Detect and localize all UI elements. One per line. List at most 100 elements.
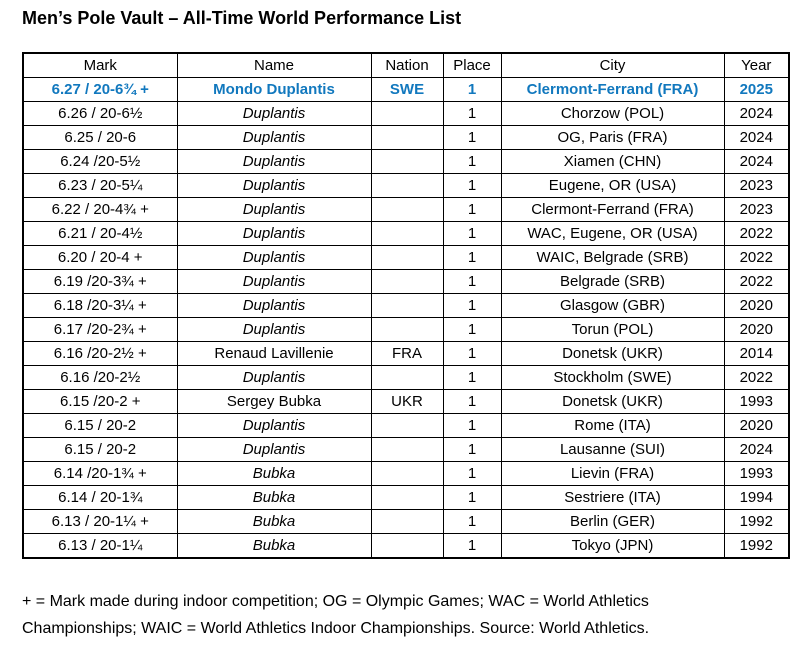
cell-mark: 6.24 /20-5½ (22, 149, 178, 174)
cell-year: 1992 (723, 509, 790, 534)
cell-year: 2024 (723, 437, 790, 462)
cell-year: 2024 (723, 149, 790, 174)
table-row: 6.13 / 20-1¼ Bubka 1 Tokyo (JPN) 1992 (22, 533, 790, 559)
cell-mark: 6.15 /20-2 + (22, 389, 178, 414)
cell-year: 2023 (723, 173, 790, 198)
cell-name: Duplantis (176, 437, 372, 462)
cell-nation (370, 149, 444, 174)
table-row: 6.15 /20-2 + Sergey Bubka UKR 1 Donetsk (UKR… (22, 389, 790, 414)
cell-name: Duplantis (176, 173, 372, 198)
cell-place: 1 (442, 341, 502, 366)
cell-nation (370, 101, 444, 126)
cell-city: Donetsk (UKR) (500, 389, 725, 414)
cell-place: 1 (442, 317, 502, 342)
cell-place: 1 (442, 365, 502, 390)
cell-city: Torun (POL) (500, 317, 725, 342)
table-body: 6.27 / 20-6¾ + Mondo Duplantis SWE 1 Clermon… (22, 77, 790, 559)
cell-place: 1 (442, 125, 502, 150)
cell-nation (370, 485, 444, 510)
cell-mark: 6.23 / 20-5¼ (22, 173, 178, 198)
cell-name: Duplantis (176, 245, 372, 270)
cell-nation (370, 245, 444, 270)
cell-year: 1993 (723, 461, 790, 486)
cell-name: Bubka (176, 461, 372, 486)
cell-mark: 6.18 /20-3¼ + (22, 293, 178, 318)
cell-name: Duplantis (176, 269, 372, 294)
cell-year: 2023 (723, 197, 790, 222)
cell-mark: 6.20 / 20-4 + (22, 245, 178, 270)
cell-place: 1 (442, 485, 502, 510)
cell-nation (370, 461, 444, 486)
cell-nation (370, 509, 444, 534)
performance-table: Mark Name Nation Place City Year 6.27 / … (22, 52, 790, 559)
cell-mark: 6.27 / 20-6¾ + (22, 77, 178, 102)
cell-mark: 6.25 / 20-6 (22, 125, 178, 150)
table-row: 6.26 / 20-6½ Duplantis 1 Chorzow (POL) 2024 (22, 101, 790, 126)
cell-mark: 6.14 / 20-1¾ (22, 485, 178, 510)
cell-year: 2022 (723, 269, 790, 294)
cell-city: Chorzow (POL) (500, 101, 725, 126)
cell-mark: 6.13 / 20-1¼ (22, 533, 178, 559)
cell-city: OG, Paris (FRA) (500, 125, 725, 150)
cell-year: 2024 (723, 125, 790, 150)
table-row: 6.19 /20-3¾ + Duplantis 1 Belgrade (SRB) 202… (22, 269, 790, 294)
cell-nation (370, 125, 444, 150)
table-header: Mark Name Nation Place City Year (22, 52, 790, 78)
cell-city: Berlin (GER) (500, 509, 725, 534)
table-row: 6.15 / 20-2 Duplantis 1 Lausanne (SUI) 2024 (22, 437, 790, 462)
cell-place: 1 (442, 245, 502, 270)
cell-mark: 6.21 / 20-4½ (22, 221, 178, 246)
cell-place: 1 (442, 269, 502, 294)
table-row: 6.25 / 20-6 Duplantis 1 OG, Paris (FRA) 2024 (22, 125, 790, 150)
table-row: 6.22 / 20-4¾ + Duplantis 1 Clermont-Ferrand… (22, 197, 790, 222)
cell-place: 1 (442, 101, 502, 126)
cell-nation: SWE (370, 77, 444, 102)
table-row: 6.18 /20-3¼ + Duplantis 1 Glasgow (GBR) 2020 (22, 293, 790, 318)
cell-name: Duplantis (176, 365, 372, 390)
cell-mark: 6.22 / 20-4¾ + (22, 197, 178, 222)
cell-name: Sergey Bubka (176, 389, 372, 414)
cell-year: 2025 (723, 77, 790, 102)
cell-nation (370, 269, 444, 294)
cell-place: 1 (442, 509, 502, 534)
cell-nation (370, 197, 444, 222)
cell-place: 1 (442, 461, 502, 486)
cell-city: WAIC, Belgrade (SRB) (500, 245, 725, 270)
page-title: Men’s Pole Vault – All-Time World Perfor… (22, 8, 462, 28)
cell-place: 1 (442, 149, 502, 174)
cell-city: Tokyo (JPN) (500, 533, 725, 559)
cell-mark: 6.15 / 20-2 (22, 437, 178, 462)
table-row: 6.16 /20-2½ + Renaud Lavillenie FRA 1 Donets… (22, 341, 790, 366)
table-row: 6.20 / 20-4 + Duplantis 1 WAIC, Belgrade (S… (22, 245, 790, 270)
cell-year: 1993 (723, 389, 790, 414)
cell-name: Duplantis (176, 197, 372, 222)
header-mark: Mark (22, 52, 178, 78)
cell-year: 2020 (723, 317, 790, 342)
cell-year: 2022 (723, 221, 790, 246)
cell-city: Eugene, OR (USA) (500, 173, 725, 198)
cell-name: Bubka (176, 509, 372, 534)
header-city: City (500, 52, 725, 78)
table-row: 6.16 /20-2½ Duplantis 1 Stockholm (SWE) 2022 (22, 365, 790, 390)
cell-mark: 6.19 /20-3¾ + (22, 269, 178, 294)
cell-mark: 6.26 / 20-6½ (22, 101, 178, 126)
table-row: 6.21 / 20-4½ Duplantis 1 WAC, Eugene, OR (U… (22, 221, 790, 246)
header-row: Mark Name Nation Place City Year (22, 52, 790, 78)
cell-city: Stockholm (SWE) (500, 365, 725, 390)
cell-name: Duplantis (176, 413, 372, 438)
cell-year: 1994 (723, 485, 790, 510)
cell-nation (370, 437, 444, 462)
footnote: + = Mark made during indoor competition;… (22, 593, 650, 638)
cell-name: Duplantis (176, 317, 372, 342)
cell-city: Lausanne (SUI) (500, 437, 725, 462)
header-name: Name (176, 52, 372, 78)
cell-place: 1 (442, 437, 502, 462)
cell-name: Duplantis (176, 221, 372, 246)
cell-place: 1 (442, 293, 502, 318)
cell-year: 2014 (723, 341, 790, 366)
table-row: 6.24 /20-5½ Duplantis 1 Xiamen (CHN) 2024 (22, 149, 790, 174)
cell-nation (370, 293, 444, 318)
cell-name: Mondo Duplantis (176, 77, 372, 102)
cell-place: 1 (442, 389, 502, 414)
